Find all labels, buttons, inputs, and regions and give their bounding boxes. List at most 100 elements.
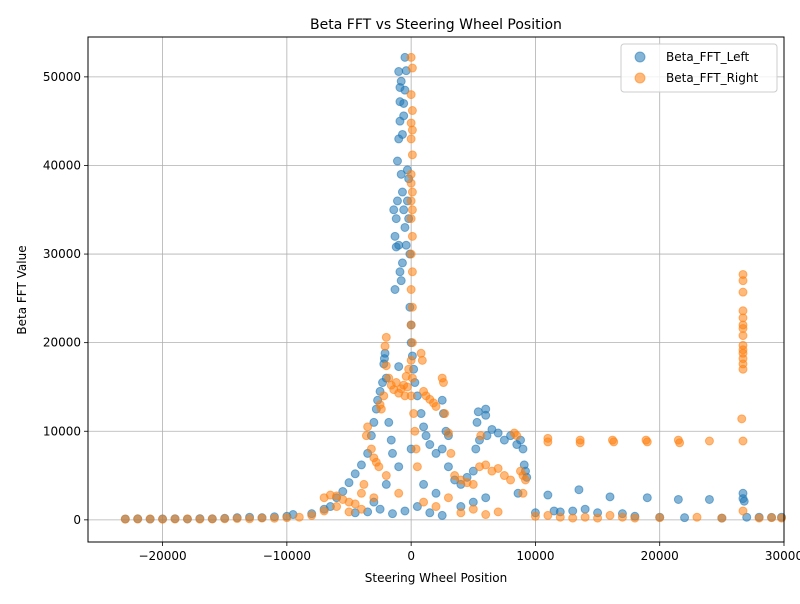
data-point bbox=[406, 134, 416, 144]
data-point bbox=[394, 240, 404, 250]
data-point bbox=[518, 444, 528, 454]
data-point bbox=[438, 378, 448, 388]
data-point bbox=[431, 401, 441, 411]
data-point bbox=[401, 240, 411, 250]
data-point bbox=[396, 169, 406, 179]
data-point bbox=[499, 471, 509, 481]
data-point bbox=[739, 496, 749, 506]
data-point bbox=[366, 444, 376, 454]
data-point bbox=[431, 502, 441, 512]
data-point bbox=[406, 178, 416, 188]
data-point bbox=[738, 306, 748, 316]
data-point bbox=[404, 364, 414, 374]
legend: Beta_FFT_Left Beta_FFT_Right bbox=[620, 43, 778, 93]
y-tick-label: 20000 bbox=[43, 336, 81, 350]
data-point bbox=[158, 514, 168, 524]
data-point bbox=[655, 513, 665, 523]
data-point bbox=[468, 466, 478, 476]
data-point bbox=[575, 438, 585, 448]
data-point bbox=[170, 514, 180, 524]
data-point bbox=[692, 512, 702, 522]
data-point bbox=[493, 507, 503, 517]
legend-label-right: Beta_FFT_Right bbox=[666, 71, 758, 85]
data-point bbox=[675, 438, 685, 448]
plot-frame bbox=[87, 36, 785, 543]
data-point bbox=[400, 85, 410, 95]
data-point bbox=[381, 361, 391, 371]
data-point bbox=[738, 436, 748, 446]
data-point bbox=[269, 513, 279, 523]
data-point bbox=[399, 111, 409, 121]
data-point bbox=[394, 462, 404, 472]
data-point bbox=[443, 428, 453, 438]
y-axis-label: Beta FFT Value bbox=[15, 245, 29, 334]
data-point bbox=[406, 196, 416, 206]
data-point bbox=[220, 514, 230, 524]
data-point bbox=[481, 460, 491, 470]
data-point bbox=[407, 150, 417, 160]
data-point bbox=[406, 214, 416, 224]
data-point bbox=[609, 437, 619, 447]
data-point bbox=[407, 373, 417, 383]
data-point bbox=[593, 513, 603, 523]
data-point bbox=[481, 493, 491, 503]
data-point bbox=[437, 444, 447, 454]
data-point bbox=[419, 497, 429, 507]
data-point bbox=[417, 355, 427, 365]
data-point bbox=[182, 514, 192, 524]
legend-marker-right bbox=[634, 72, 646, 84]
x-tick-label: 30000 bbox=[765, 549, 800, 563]
data-point bbox=[468, 479, 478, 489]
data-point bbox=[738, 340, 748, 350]
data-point bbox=[245, 514, 255, 524]
data-point bbox=[397, 187, 407, 197]
data-point bbox=[374, 462, 384, 472]
data-point bbox=[555, 512, 565, 522]
data-point bbox=[443, 462, 453, 472]
data-point bbox=[412, 502, 422, 512]
data-point bbox=[407, 205, 417, 215]
data-point bbox=[400, 222, 410, 232]
data-point bbox=[673, 494, 683, 504]
data-point bbox=[350, 469, 360, 479]
data-point bbox=[207, 514, 217, 524]
data-point bbox=[407, 187, 417, 197]
legend-label-left: Beta_FFT_Left bbox=[666, 50, 749, 64]
data-point bbox=[717, 513, 727, 523]
data-point bbox=[356, 504, 366, 514]
data-point bbox=[376, 404, 386, 414]
data-point bbox=[473, 407, 483, 417]
data-point bbox=[282, 513, 292, 523]
data-point bbox=[425, 508, 435, 518]
data-point bbox=[399, 205, 409, 215]
data-point bbox=[493, 463, 503, 473]
data-point bbox=[416, 409, 426, 419]
legend-box bbox=[620, 43, 778, 93]
data-point bbox=[580, 512, 590, 522]
data-point bbox=[394, 67, 404, 77]
data-point bbox=[411, 444, 421, 454]
chart-title: Beta FFT vs Steering Wheel Position bbox=[310, 17, 562, 33]
data-point bbox=[530, 511, 540, 521]
data-point bbox=[344, 507, 354, 517]
data-point bbox=[395, 267, 405, 277]
data-point bbox=[407, 267, 417, 277]
data-point bbox=[407, 63, 417, 73]
data-point bbox=[394, 488, 404, 498]
data-point bbox=[471, 444, 481, 454]
data-point bbox=[704, 494, 714, 504]
data-point bbox=[399, 98, 409, 108]
data-point bbox=[380, 341, 390, 351]
x-tick-label: −20000 bbox=[138, 549, 186, 563]
data-point bbox=[375, 504, 385, 514]
data-point bbox=[520, 475, 530, 485]
data-point bbox=[437, 395, 447, 405]
data-point bbox=[386, 435, 396, 445]
data-point bbox=[738, 287, 748, 297]
data-point bbox=[344, 478, 354, 488]
data-point bbox=[630, 513, 640, 523]
data-point bbox=[767, 513, 777, 523]
data-point bbox=[409, 409, 419, 419]
